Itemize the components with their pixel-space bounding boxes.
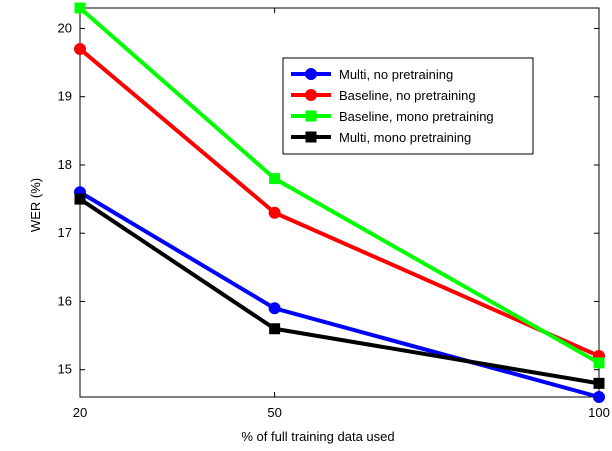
legend-swatch-marker (305, 89, 317, 101)
x-tick-label: 50 (267, 405, 281, 420)
legend-swatch-marker (305, 110, 317, 122)
legend-label: Baseline, no pretraining (339, 88, 476, 103)
data-point-multi-no-pretraining (268, 302, 281, 315)
legend-label: Multi, mono pretraining (339, 130, 471, 145)
legend-item-baseline-mono-pretraining: Baseline, mono pretraining (291, 109, 494, 124)
x-tick-label: 20 (73, 405, 87, 420)
y-tick-label: 18 (58, 157, 72, 172)
data-point-baseline-mono-pretraining (74, 2, 86, 14)
y-tick-label: 19 (58, 89, 72, 104)
y-tick-label: 16 (58, 293, 72, 308)
y-tick-label: 17 (58, 225, 72, 240)
legend-item-baseline-no-pretraining: Baseline, no pretraining (291, 88, 476, 103)
data-point-baseline-no-pretraining (268, 206, 281, 219)
legend-swatch-marker (305, 68, 317, 80)
x-tick-label: 100 (588, 405, 610, 420)
data-point-multi-mono-pretraining (593, 377, 605, 389)
legend-swatch-marker (305, 131, 317, 143)
y-axis-label: WER (%) (28, 178, 43, 232)
data-point-multi-mono-pretraining (74, 193, 86, 205)
data-point-baseline-no-pretraining (74, 42, 86, 55)
series-markers (74, 2, 605, 403)
x-axis: 20 50 100 (73, 8, 610, 420)
data-point-baseline-mono-pretraining (593, 357, 605, 369)
y-tick-label: 15 (58, 362, 72, 377)
y-tick-label: 20 (58, 20, 72, 35)
x-axis-label: % of full training data used (241, 429, 394, 444)
legend-label: Baseline, mono pretraining (339, 109, 494, 124)
legend: Multi, no pretraining Baseline, no pretra… (282, 57, 534, 155)
data-point-baseline-mono-pretraining (269, 173, 281, 185)
legend-item-multi-mono-pretraining: Multi, mono pretraining (291, 130, 471, 145)
legend-label: Multi, no pretraining (339, 67, 453, 82)
legend-item-multi-no-pretraining: Multi, no pretraining (291, 67, 453, 82)
data-point-multi-mono-pretraining (269, 323, 281, 335)
y-axis: 15 16 17 18 19 20 (58, 20, 599, 377)
data-point-multi-no-pretraining (593, 391, 605, 403)
